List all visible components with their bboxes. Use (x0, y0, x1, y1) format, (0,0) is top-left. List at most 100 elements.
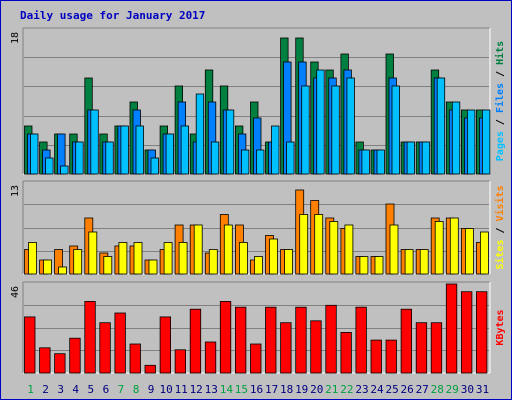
bar-pages-day-17 (271, 125, 280, 175)
bar-kbytes-day-29 (445, 283, 458, 374)
bar-sites-day-19 (299, 214, 309, 275)
bar-kbytes-day-17 (265, 306, 277, 374)
bar-kbytes-day-13 (204, 341, 217, 374)
day-label-7: 7 (118, 383, 125, 396)
bar-sites-day-3 (58, 266, 67, 275)
bar-kbytes-day-21 (325, 304, 337, 374)
bar-sites-day-17 (269, 238, 278, 275)
bar-sites-day-5 (88, 231, 98, 275)
bar-pages-day-3 (60, 165, 69, 175)
day-label-18: 18 (280, 383, 293, 396)
bar-pages-day-27 (421, 141, 431, 175)
day-label-10: 10 (159, 383, 172, 396)
bar-pages-day-19 (301, 85, 310, 175)
bar-kbytes-day-30 (460, 291, 473, 374)
bar-sites-day-4 (73, 249, 83, 275)
bar-sites-day-27 (419, 249, 429, 275)
bar-sites-day-16 (254, 256, 263, 275)
bar-kbytes-day-7 (114, 312, 126, 374)
day-label-9: 9 (148, 383, 155, 396)
day-label-14: 14 (220, 383, 234, 396)
bar-sites-day-7 (118, 242, 128, 275)
bar-pages-day-20 (316, 69, 325, 175)
bar-pages-day-8 (135, 125, 144, 175)
day-label-20: 20 (310, 383, 323, 396)
panel-bottom-legend: KBytes (495, 309, 506, 345)
legend-visits: Visits (494, 185, 506, 221)
day-label-26: 26 (400, 383, 413, 396)
day-label-24: 24 (370, 383, 384, 396)
bar-sites-day-18 (284, 249, 294, 275)
bar-kbytes-day-10 (159, 316, 172, 374)
bar-sites-day-26 (404, 249, 414, 275)
bar-pages-day-14 (225, 109, 235, 175)
day-label-3: 3 (57, 383, 64, 396)
bar-kbytes-day-22 (340, 331, 352, 374)
day-label-21: 21 (325, 383, 338, 396)
bar-kbytes-day-15 (234, 306, 247, 374)
legend-kbytes: KBytes (495, 309, 506, 345)
bar-pages-day-7 (120, 125, 129, 175)
bar-sites-day-10 (163, 242, 173, 275)
bar-pages-day-24 (376, 149, 385, 175)
bar-sites-day-25 (389, 224, 399, 275)
bar-pages-day-13 (210, 141, 220, 175)
bar-sites-day-11 (178, 242, 188, 275)
bar-kbytes-day-11 (174, 349, 187, 374)
bar-sites-day-13 (208, 249, 218, 275)
bar-kbytes-day-31 (475, 291, 488, 374)
day-label-19: 19 (295, 383, 308, 396)
bar-sites-day-21 (329, 221, 339, 275)
day-label-28: 28 (431, 383, 444, 396)
day-label-22: 22 (340, 383, 353, 396)
bar-pages-day-26 (406, 141, 416, 175)
day-label-30: 30 (461, 383, 474, 396)
bar-pages-day-30 (466, 109, 476, 175)
legend-separator: / (495, 221, 506, 239)
bar-pages-day-9 (150, 157, 159, 175)
bar-sites-day-6 (103, 256, 113, 275)
bar-kbytes-day-3 (54, 353, 66, 374)
day-label-1: 1 (27, 383, 34, 396)
day-label-25: 25 (385, 383, 398, 396)
bar-kbytes-day-27 (415, 322, 428, 374)
series-pages (30, 69, 491, 175)
legend-separator: / (495, 65, 506, 83)
bar-kbytes-day-26 (400, 308, 413, 374)
day-label-6: 6 (103, 383, 110, 396)
bar-sites-day-30 (464, 228, 474, 275)
day-label-15: 15 (235, 383, 248, 396)
bar-pages-day-11 (180, 125, 190, 175)
bar-kbytes-day-25 (385, 339, 397, 374)
day-label-13: 13 (205, 383, 218, 396)
day-label-16: 16 (250, 383, 263, 396)
legend-pages: Pages (495, 131, 506, 161)
panel-bottom-ymax-label: 46 (10, 286, 21, 298)
day-label-2: 2 (42, 383, 49, 396)
legend-sites: Sites (494, 240, 506, 270)
bar-sites-day-31 (479, 231, 489, 275)
bar-pages-day-5 (90, 109, 99, 175)
bar-kbytes-day-5 (84, 300, 96, 374)
day-label-23: 23 (355, 383, 368, 396)
bar-kbytes-day-20 (310, 320, 322, 374)
bar-pages-day-28 (436, 77, 446, 175)
series-kbytes (24, 283, 488, 374)
bar-pages-day-2 (45, 157, 54, 175)
chart-title: Daily usage for January 2017 (20, 9, 205, 22)
bar-kbytes-day-1 (24, 316, 36, 374)
bar-sites-day-20 (314, 214, 324, 275)
bar-pages-day-31 (481, 109, 491, 175)
day-label-5: 5 (87, 383, 94, 396)
bar-sites-day-14 (223, 224, 233, 275)
bar-kbytes-day-19 (295, 306, 307, 374)
panel-middle: 13 Sites / Visits (10, 180, 506, 275)
bar-sites-day-8 (133, 242, 143, 275)
day-label-8: 8 (133, 383, 140, 396)
panel-middle-ymax-label: 13 (10, 185, 21, 197)
bar-pages-day-12 (195, 93, 205, 175)
panel-top: 18 Pages / Files / Hits (10, 27, 506, 175)
day-labels: 1 2 3 4 5 6 7 8 9 10 11 12 13 14 15 16 17 18 19 20 21 22 23 24 2… (27, 383, 489, 396)
bar-kbytes-day-23 (355, 306, 367, 374)
